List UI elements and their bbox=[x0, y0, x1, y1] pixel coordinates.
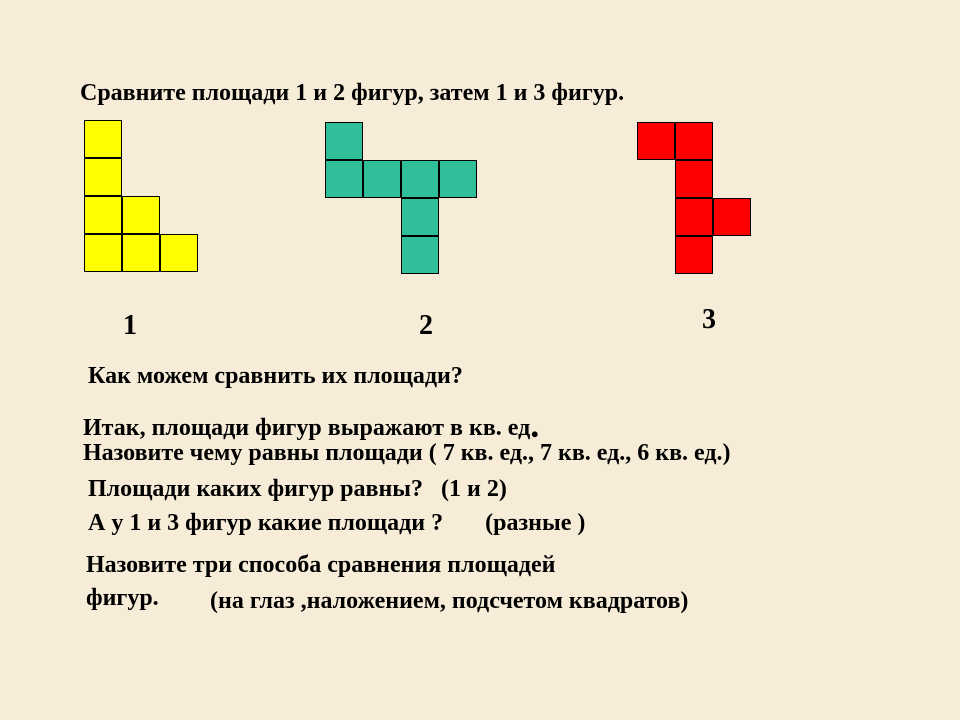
figure-3-label: 3 bbox=[702, 304, 716, 336]
figure-2-label: 2 bbox=[419, 310, 433, 342]
line-q3: А у 1 и 3 фигур какие площади ? (разные … bbox=[88, 510, 585, 537]
line-stmt1: Итак, площади фигур выражают в кв. ед. bbox=[83, 402, 539, 444]
grid-cell bbox=[84, 158, 122, 196]
grid-cell bbox=[325, 160, 363, 198]
grid-cell bbox=[363, 160, 401, 198]
grid-cell bbox=[675, 198, 713, 236]
line-q2-q: Площади каких фигур равны? bbox=[88, 476, 423, 502]
page: Сравните площади 1 и 2 фигур, затем 1 и … bbox=[0, 0, 960, 720]
grid-cell bbox=[84, 234, 122, 272]
grid-cell bbox=[401, 198, 439, 236]
line-stmt1-a: Итак, площади фигур выражают в кв. ед bbox=[83, 415, 530, 441]
grid-cell bbox=[401, 236, 439, 274]
grid-cell bbox=[713, 198, 751, 236]
line-q1: Как можем сравнить их площади? bbox=[88, 363, 463, 390]
grid-cell bbox=[675, 236, 713, 274]
grid-cell bbox=[160, 234, 198, 272]
grid-cell bbox=[84, 196, 122, 234]
figure-1-label: 1 bbox=[123, 310, 137, 342]
line-q2-a: (1 и 2) bbox=[441, 476, 507, 502]
line-stmt3c: (на глаз ,наложением, подсчетом квадрато… bbox=[210, 588, 688, 615]
line-stmt3a: Назовите три способа сравнения площадей bbox=[86, 552, 555, 579]
line-q2: Площади каких фигур равны? (1 и 2) bbox=[88, 476, 507, 503]
grid-cell bbox=[122, 196, 160, 234]
line-q3-q: А у 1 и 3 фигур какие площади ? bbox=[88, 510, 443, 536]
grid-cell bbox=[325, 122, 363, 160]
grid-cell bbox=[675, 160, 713, 198]
grid-cell bbox=[122, 234, 160, 272]
line-stmt2: Назовите чему равны площади ( 7 кв. ед.,… bbox=[83, 440, 731, 467]
grid-cell bbox=[401, 160, 439, 198]
grid-cell bbox=[439, 160, 477, 198]
line-stmt3b: фигур. bbox=[86, 585, 159, 612]
grid-cell bbox=[84, 120, 122, 158]
grid-cell bbox=[675, 122, 713, 160]
grid-cell bbox=[637, 122, 675, 160]
title-line: Сравните площади 1 и 2 фигур, затем 1 и … bbox=[80, 80, 624, 107]
line-q3-a: (разные ) bbox=[485, 510, 585, 536]
